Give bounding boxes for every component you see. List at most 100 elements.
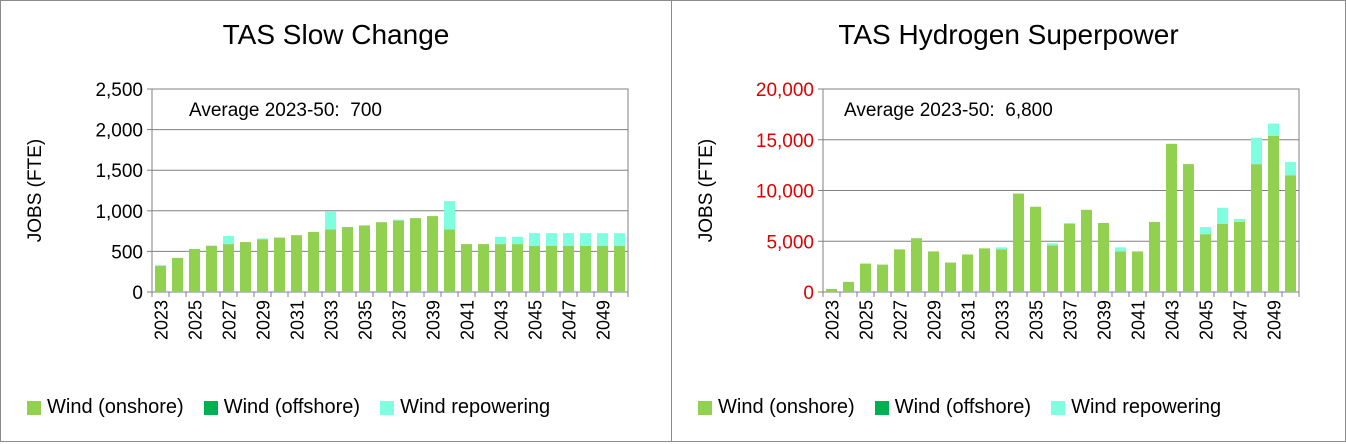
bar-repowering-2049 — [1268, 123, 1279, 136]
bar-repowering-2029 — [257, 238, 268, 240]
x-tick-label: 2025 — [857, 300, 877, 340]
x-tick-label: 2023 — [152, 300, 172, 340]
legend-swatch-onshore — [27, 400, 41, 415]
bar-onshore-2037 — [393, 220, 404, 292]
legend-label-offshore: Wind (offshore) — [894, 396, 1032, 418]
bar-repowering-2048 — [1251, 137, 1262, 165]
y-tick-label: 500 — [111, 242, 143, 263]
bar-onshore-2048 — [1251, 164, 1262, 292]
x-tick-label: 2041 — [458, 300, 478, 340]
legend-swatch-repowering — [1051, 400, 1066, 415]
y-tick-label: 0 — [803, 283, 814, 304]
legend-swatch-repowering — [380, 400, 395, 415]
y-tick-label: 2,000 — [95, 121, 143, 142]
bar-repowering-2049 — [597, 233, 608, 246]
x-tick-label: 2047 — [1231, 300, 1251, 340]
legend-item-offshore: Wind (offshore) — [874, 396, 1032, 419]
bar-repowering-2027 — [223, 235, 234, 245]
bar-onshore-2037 — [1064, 223, 1075, 292]
x-tick-label: 2035 — [356, 300, 376, 340]
chart-legend: Wind (onshore) Wind (offshore) Wind repo… — [698, 396, 1241, 419]
y-tick-label: 15,000 — [756, 131, 814, 152]
legend-item-repowering: Wind repowering — [380, 396, 550, 419]
bar-onshore-2045 — [1200, 234, 1211, 292]
bar-onshore-2042 — [1149, 221, 1160, 292]
x-tick-label: 2037 — [390, 300, 410, 340]
bar-onshore-2038 — [410, 218, 421, 292]
legend-item-offshore: Wind (offshore) — [203, 396, 360, 419]
y-axis-label: JOBS (FTE) — [25, 139, 46, 242]
x-tick-label: 2041 — [1129, 300, 1149, 340]
bar-onshore-2027 — [223, 244, 234, 292]
y-tick-label: 0 — [132, 283, 143, 304]
bar-onshore-2038 — [1081, 209, 1092, 292]
bar-onshore-2036 — [376, 222, 387, 292]
bar-onshore-2047 — [1234, 221, 1245, 292]
bar-repowering-2036 — [1047, 243, 1058, 246]
legend-label-repowering: Wind repowering — [400, 396, 551, 418]
bar-onshore-2023 — [155, 266, 166, 292]
x-tick-label: 2039 — [424, 300, 444, 340]
bar-onshore-2031 — [962, 254, 973, 292]
bar-repowering-2046 — [546, 233, 557, 246]
legend-label-onshore: Wind (onshore) — [718, 396, 855, 418]
bar-onshore-2026 — [877, 264, 888, 292]
bar-repowering-2050 — [1285, 162, 1296, 176]
x-tick-label: 2029 — [254, 300, 274, 340]
bar-onshore-2031 — [291, 235, 302, 292]
x-tick-label: 2031 — [959, 300, 979, 340]
y-tick-label: 2,500 — [95, 80, 143, 101]
bar-onshore-2044 — [1183, 164, 1194, 292]
bar-onshore-2033 — [325, 229, 336, 292]
y-axis-label: JOBS (FTE) — [696, 139, 717, 242]
chart-svg: 0 500 1,000 1,500 2,000 2,500 JOBS (FTE) Averag… — [25, 80, 629, 340]
x-tick-label: 2047 — [560, 300, 580, 340]
legend-label-repowering: Wind repowering — [1071, 396, 1222, 418]
bar-onshore-2032 — [979, 248, 990, 292]
bar-onshore-2026 — [206, 245, 217, 292]
bar-onshore-2046 — [546, 245, 557, 292]
x-tick-label: 2029 — [925, 300, 945, 340]
bar-onshore-2023 — [826, 288, 837, 292]
bar-repowering-2050 — [614, 233, 625, 246]
bar-onshore-2033 — [996, 249, 1007, 292]
bar-onshore-2030 — [945, 262, 956, 292]
chart-panel-hydrogen-superpower: TAS Hydrogen Superpower 0 5,000 10,000 15,0… — [671, 0, 1346, 442]
bar-repowering-2048 — [580, 233, 591, 246]
x-tick-label: 2027 — [891, 300, 911, 340]
legend-swatch-offshore — [203, 400, 218, 415]
chart-title: TAS Hydrogen Superpower — [838, 19, 1179, 50]
bar-onshore-2039 — [427, 216, 438, 292]
x-tick-label: 2035 — [1027, 300, 1047, 340]
bar-onshore-2029 — [928, 251, 939, 292]
bar-onshore-2050 — [1285, 175, 1296, 292]
bar-onshore-2041 — [1132, 251, 1143, 292]
bar-onshore-2035 — [1030, 206, 1041, 292]
bar-repowering-2037 — [393, 219, 404, 221]
bar-repowering-2023 — [155, 265, 166, 267]
bar-onshore-2030 — [274, 237, 285, 292]
legend-item-repowering: Wind repowering — [1051, 396, 1221, 419]
bar-repowering-2040 — [444, 201, 455, 230]
bar-repowering-2040 — [1115, 247, 1126, 252]
bar-onshore-2040 — [1115, 251, 1126, 292]
bar-repowering-2046 — [1217, 207, 1228, 224]
bar-repowering-2045 — [529, 233, 540, 246]
x-tick-label: 2043 — [1163, 300, 1183, 340]
bar-onshore-2039 — [1098, 222, 1109, 292]
bar-onshore-2040 — [444, 229, 455, 292]
bar-onshore-2029 — [257, 239, 268, 292]
average-annotation: Average 2023-50: 700 — [189, 100, 382, 121]
chart-svg: 0 5,000 10,000 15,000 20,000 JOBS (FTE) Averag… — [696, 80, 1300, 340]
bar-onshore-2035 — [359, 225, 370, 292]
chart-legend: Wind (onshore) Wind (offshore) Wind repo… — [27, 396, 570, 419]
bar-onshore-2024 — [843, 281, 854, 292]
x-tick-label: 2027 — [220, 300, 240, 340]
bar-onshore-2046 — [1217, 223, 1228, 292]
y-tick-label: 10,000 — [756, 182, 814, 203]
legend-swatch-onshore — [698, 400, 712, 415]
y-tick-label: 5,000 — [766, 232, 814, 253]
chart-panel-slow-change: TAS Slow Change 0 500 1,000 1,500 2,000 2,500… — [0, 0, 672, 442]
bar-onshore-2043 — [495, 244, 506, 292]
